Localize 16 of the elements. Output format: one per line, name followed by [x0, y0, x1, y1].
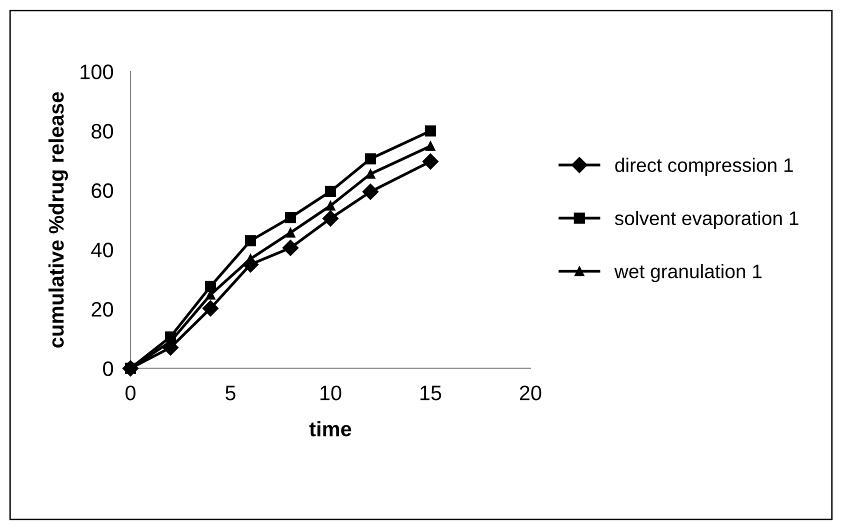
x-tick-label: 5	[226, 386, 236, 400]
y-tick-label: 0	[103, 361, 114, 376]
x-tick-label: 20	[520, 386, 542, 400]
y-tick-label: 60	[92, 183, 114, 198]
x-tick-label: 10	[320, 386, 342, 400]
legend-label: wet granulation 1	[614, 264, 762, 282]
y-tick-label: 80	[92, 124, 114, 139]
y-tick-label: 20	[92, 302, 114, 317]
y-axis-title: cumulative %drug release	[48, 92, 68, 348]
legend-label: direct compression 1	[615, 158, 793, 176]
y-tick-label: 100	[80, 64, 114, 80]
legend-label: solvent evaporation 1	[614, 210, 798, 230]
x-axis-title: time	[309, 421, 352, 436]
x-tick-label: 15	[420, 386, 442, 400]
x-tick-label: 0	[126, 386, 136, 400]
y-tick-label: 40	[91, 242, 114, 258]
